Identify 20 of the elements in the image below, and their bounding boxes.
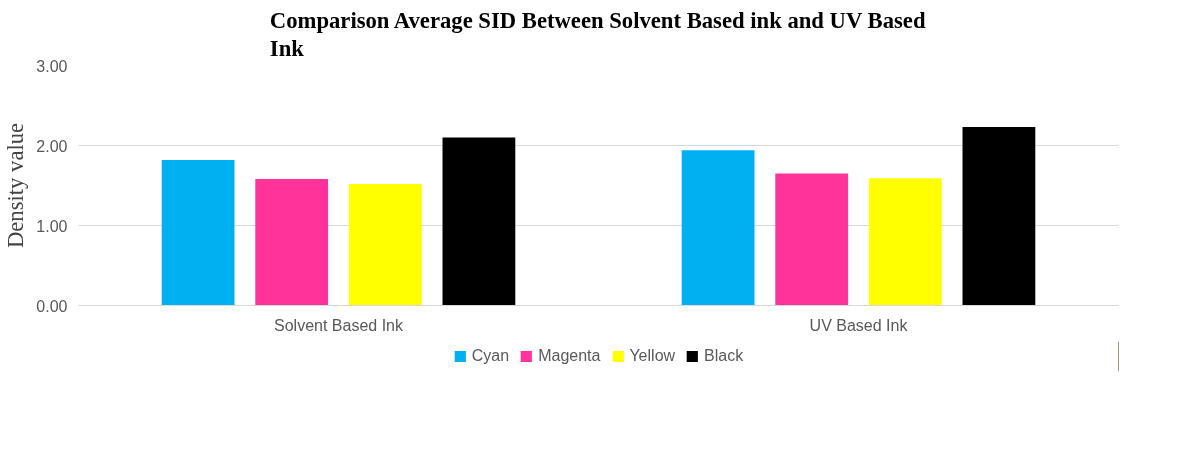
legend-label: Yellow [629,347,676,365]
bar [775,173,849,306]
bar [962,127,1036,306]
bar [255,179,329,306]
y-tick-label: 3.00 [36,57,68,75]
bar [348,183,422,306]
legend-label: Magenta [538,347,601,365]
x-tick-label: UV Based Ink [809,316,909,334]
y-tick-label: 2.00 [36,137,68,155]
y-axis-title: Density value [3,122,29,249]
x-tick-label: Solvent Based Ink [274,316,404,334]
y-tick-label: 0.00 [36,297,68,315]
bar [442,137,516,306]
bar [868,178,942,306]
legend-label: Black [704,347,744,365]
legend-label: Cyan [471,347,510,365]
y-tick-label: 1.00 [36,217,68,235]
bar [161,159,235,306]
bar [681,150,755,306]
chart-title: Comparison Average SID Between Solvent Based ink and UV Based Ink [269,8,926,61]
